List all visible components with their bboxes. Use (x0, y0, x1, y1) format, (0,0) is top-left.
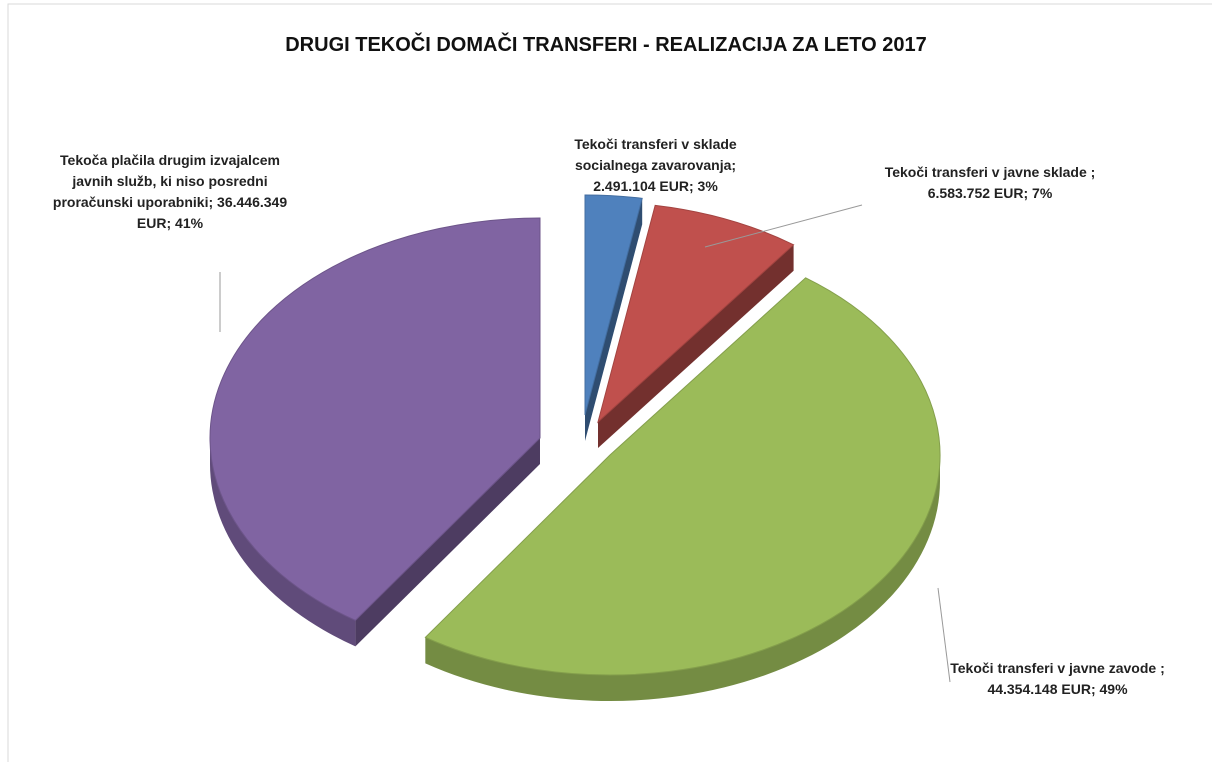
leader-line (937, 587, 951, 683)
pie-slice (424, 277, 941, 676)
pie-slice (584, 194, 643, 416)
slices (209, 194, 941, 701)
data-label: Tekoča plačila drugim izvajalcem javnih … (45, 150, 295, 234)
label-value: 6.583.752 EUR; (927, 185, 1029, 201)
label-category: Tekoča plačila drugim izvajalcem javnih … (52, 152, 280, 210)
label-value: 44.354.148 EUR; (987, 681, 1096, 697)
pie-slice (209, 217, 541, 621)
label-category: Tekoči transferi v javne sklade ; (884, 164, 1096, 180)
chart-border (7, 3, 1212, 762)
label-percent: 41% (175, 215, 204, 231)
slice-side (425, 455, 940, 701)
slice-wall (598, 244, 794, 448)
label-category: Tekoči transferi v javne zavode ; (950, 660, 1165, 676)
slice-wall (585, 198, 643, 441)
data-label: Tekoči transferi v javne zavode ; 44.354… (935, 658, 1180, 700)
label-percent: 7% (1032, 185, 1053, 201)
label-value: 36.446.349 EUR; (136, 194, 288, 231)
pie-slice (597, 204, 795, 424)
label-value: 2.491.104 EUR; (593, 178, 694, 194)
slice-side (210, 438, 356, 647)
chart-title: DRUGI TEKOČI DOMAČI TRANSFERI - REALIZAC… (285, 34, 927, 56)
leader-line (704, 204, 863, 248)
data-label: Tekoči transferi v javne sklade ; 6.583.… (870, 162, 1110, 204)
slice-wall (355, 438, 540, 647)
data-label: Tekoči transferi v sklade socialnega zav… (548, 134, 763, 197)
label-percent: 3% (697, 178, 718, 194)
label-percent: 49% (1099, 681, 1128, 697)
label-category: Tekoči transferi v sklade socialnega zav… (574, 136, 737, 173)
